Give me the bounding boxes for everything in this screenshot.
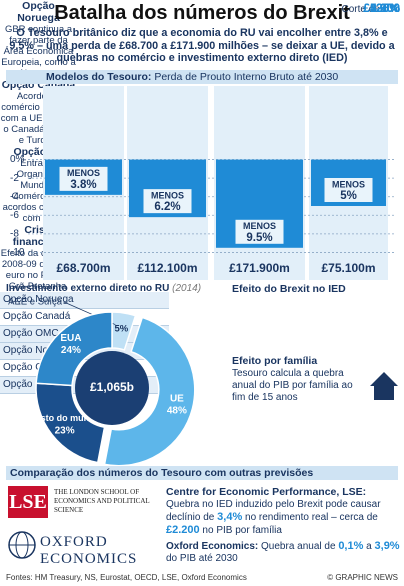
text-part: Quebra anual de [258, 541, 339, 552]
pie-subtitle: (2014) [172, 283, 202, 294]
row-value-wrap: £2.600 [363, 0, 400, 18]
row-value: 5% [382, 1, 400, 15]
value-label: 5% [340, 190, 357, 202]
row-label: Opção Noruega [3, 345, 74, 356]
family-title: Efeito por família [232, 355, 318, 367]
row-value: 25% [375, 1, 400, 15]
row-value-wrap: 20% [376, 0, 400, 18]
text-part: a [363, 541, 375, 552]
value-prefix: MENOS [243, 221, 276, 231]
oxford-heading: Oxford Economics: [166, 541, 259, 552]
text-part: Quebra no IED induzido pelo Brexit pode … [166, 499, 381, 523]
row-value-wrap: 25% [376, 0, 400, 18]
intro: O Tesouro britânico diz que a economia d… [9, 27, 395, 64]
table-row: Opção Noruega Corte de 5% [0, 1, 400, 309]
text-part: no PIB por família [199, 525, 282, 536]
label-box [59, 166, 108, 191]
slice-name: AEE e Suíça [8, 297, 63, 308]
house-icon [370, 372, 398, 400]
comparison-title: Comparação dos números do Tesouro com ou… [6, 466, 398, 480]
slice-value: 24% [61, 345, 81, 356]
models-band: Modelos do Tesouro: Perda de Prouto Inte… [6, 70, 398, 84]
label-box [235, 219, 284, 244]
highlight: £2.200 [166, 524, 200, 536]
text-part: no rendimento real – cerca de [242, 512, 378, 523]
lse-text: Quebra no IED induzido pelo Brexit pode … [166, 499, 400, 537]
highlight: 3,4% [217, 511, 243, 523]
pie-slice [35, 311, 113, 387]
credit: © GRAPHIC NEWS [327, 573, 398, 582]
family-text: Tesouro calcula a quebra anual do PIB po… [232, 368, 353, 403]
pie-slice [111, 311, 137, 351]
total-label: £112.100m [137, 261, 197, 275]
pie-slice [35, 382, 106, 464]
pie-heading: Investimento externo direto no RU (2014) [6, 283, 201, 294]
row-prefix: Corte de [341, 4, 380, 15]
y-tick-label: -6 [10, 210, 19, 221]
category-description: Acordo de comércio bilateral com a UE – … [0, 91, 77, 146]
pie-title: Investimento externo direto no RU [6, 283, 170, 294]
row-value-wrap: Corte de 5% [342, 0, 400, 18]
value-prefix: MENOS [67, 168, 100, 178]
highlight: 0,1% [338, 540, 364, 552]
y-tick-label: -8 [10, 228, 19, 239]
total-label: £75.100m [321, 261, 375, 275]
highlight: 3,9% [374, 540, 400, 552]
row-label: Opção Canadá [3, 311, 71, 322]
row-value: £4.300 [363, 1, 400, 15]
value-prefix: MENOS [151, 191, 184, 201]
lse-heading: Centre for Economic Performance, LSE: [166, 486, 367, 498]
value-label: 6.2% [154, 201, 180, 213]
oxford-text: Oxford Economics: Quebra anual de 0,1% a… [166, 540, 400, 565]
pie-slice [103, 316, 196, 467]
bar-title: Modelos do Tesouro: [46, 71, 152, 83]
text-part: do PIB até 2030 [166, 553, 238, 564]
center-label: £1,065b [90, 380, 134, 394]
row-value-wrap: £5.200 [363, 0, 400, 18]
ied-title: Efeito do Brexit no IED [232, 283, 346, 295]
y-tick-label: -10 [10, 247, 25, 258]
slice-value: 23% [55, 425, 75, 436]
slice-name: Resto do mundo [29, 413, 100, 423]
row-label: Opção Canadá [3, 362, 71, 373]
row-label: Opção OMC [3, 328, 59, 339]
oxford-logo: OXFORD ECONOMICS [40, 534, 138, 567]
slice-name: UE [170, 393, 184, 404]
value-prefix: MENOS [332, 179, 365, 189]
center [75, 351, 149, 425]
sources: Fontes: HM Treasury, NS, Eurostat, OECD,… [6, 573, 247, 582]
category-description: Efeito da crise de 2008-09 da zona euro … [0, 248, 75, 292]
slice-value: 5% [115, 323, 129, 334]
row-label: Opção Noruega [3, 294, 74, 305]
slice-name: EUA [60, 333, 81, 344]
value-label: 9.5% [246, 232, 272, 244]
row-value: 20% [375, 1, 400, 15]
lse-name: THE LONDON SCHOOL OF ECONOMICS AND POLIT… [54, 488, 150, 514]
total-label: £171.900m [229, 261, 290, 275]
title: Batalha dos números do Brexit [54, 2, 350, 24]
slice-value: 48% [167, 405, 187, 416]
total-label: £68.700m [56, 261, 110, 275]
y-tick-label: -4 [10, 191, 19, 202]
value-label: 3.8% [70, 179, 96, 191]
row-value: £5.200 [363, 1, 400, 15]
bar-subtitle: Perda de Prouto Interno Bruto até 2030 [154, 71, 339, 83]
y-tick-label: -2 [10, 173, 19, 184]
row-value-wrap: £4.300 [363, 0, 400, 18]
label-box [143, 189, 192, 214]
row-value: £2.600 [363, 1, 400, 15]
category-label: Opção Noruega [17, 0, 60, 24]
row-label: Opção OMC [3, 379, 59, 390]
label-box [324, 178, 373, 202]
y-tick-label: 0% [10, 154, 25, 165]
lse-logo: LSE [8, 486, 48, 518]
